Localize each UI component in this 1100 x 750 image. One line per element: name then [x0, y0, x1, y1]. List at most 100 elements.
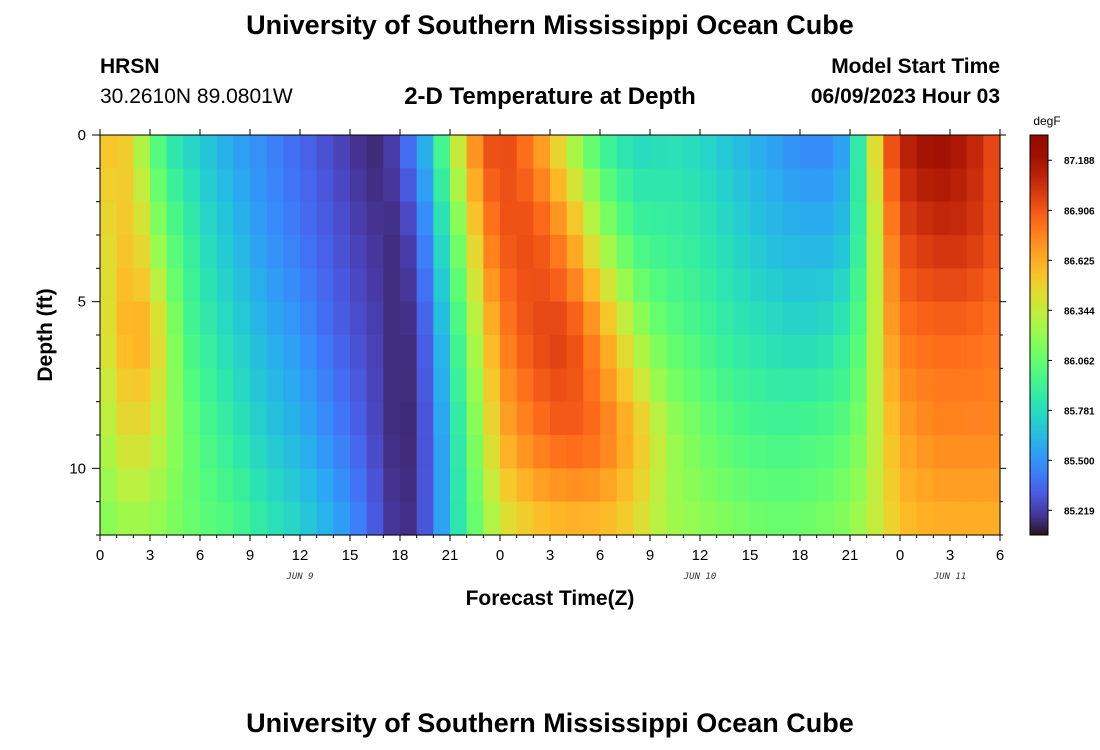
heatmap-cell — [150, 501, 168, 536]
heatmap-cell — [600, 435, 618, 469]
heatmap-cell — [666, 401, 684, 436]
heatmap-cell — [166, 235, 184, 269]
heatmap-cell — [216, 401, 234, 436]
heatmap-cell — [933, 268, 951, 303]
heatmap-cell — [750, 501, 768, 536]
heatmap-cell — [166, 468, 184, 503]
heatmap-cell — [166, 301, 184, 336]
heatmap-cell — [933, 401, 951, 436]
heatmap-cell — [983, 401, 1001, 436]
x-tick-label: 21 — [842, 547, 859, 564]
heatmap-cell — [866, 201, 884, 236]
heatmap-cell — [516, 135, 534, 169]
heatmap-cell — [250, 201, 268, 236]
heatmap-cell — [200, 401, 218, 436]
colorbar-tick-label: 86.906 — [1064, 206, 1095, 217]
heatmap-cell — [883, 468, 901, 503]
heatmap-cell — [250, 401, 268, 436]
heatmap-cell — [966, 168, 984, 203]
heatmap-cell — [383, 201, 401, 236]
heatmap-cell — [433, 301, 451, 336]
heatmap-cell — [966, 135, 984, 169]
heatmap-cell — [850, 368, 868, 403]
heatmap-cell — [616, 301, 634, 336]
heatmap-cell — [733, 468, 751, 503]
heatmap-cell — [683, 135, 701, 169]
heatmap-cell — [133, 435, 151, 469]
heatmap-cell — [233, 501, 251, 536]
heatmap-cell — [416, 268, 434, 303]
heatmap-cell — [366, 168, 384, 203]
heatmap-cell — [783, 468, 801, 503]
colorbar-tick-label: 85.500 — [1064, 456, 1095, 467]
colorbar-tick-label: 86.625 — [1064, 256, 1095, 267]
heatmap-cell — [783, 135, 801, 169]
heatmap-cell — [100, 401, 118, 436]
heatmap-cell — [983, 235, 1001, 269]
heatmap-cell — [966, 368, 984, 403]
heatmap-cell — [316, 168, 334, 203]
heatmap-cell — [466, 368, 484, 403]
heatmap-cell — [600, 235, 618, 269]
heatmap-cell — [300, 135, 318, 169]
heatmap-cell — [716, 401, 734, 436]
heatmap-cell — [483, 368, 501, 403]
heatmap-cell — [616, 235, 634, 269]
heatmap-cell — [966, 401, 984, 436]
heatmap-cell — [533, 501, 551, 536]
heatmap-cell — [866, 168, 884, 203]
heatmap-cell — [250, 168, 268, 203]
heatmap-cell — [800, 235, 818, 269]
heatmap-cell — [616, 435, 634, 469]
heatmap-cell — [950, 201, 968, 236]
colorbar-tick-label: 85.781 — [1064, 406, 1095, 417]
heatmap-cell — [483, 335, 501, 369]
heatmap-cell — [466, 235, 484, 269]
heatmap-cell — [583, 368, 601, 403]
heatmap-cell — [700, 468, 718, 503]
chart-subtitle: 2-D Temperature at Depth — [404, 83, 696, 110]
heatmap-cell — [450, 235, 468, 269]
heatmap-cell — [150, 135, 168, 169]
heatmap-cell — [166, 501, 184, 536]
x-tick-label: 3 — [946, 547, 954, 564]
heatmap-cell — [183, 201, 201, 236]
heatmap-cell — [533, 435, 551, 469]
heatmap-cell — [750, 268, 768, 303]
heatmap-cell — [166, 201, 184, 236]
heatmap-cell — [916, 401, 934, 436]
colorbar-tick-label: 85.219 — [1064, 506, 1095, 517]
heatmap-cell — [716, 135, 734, 169]
x-tick-label: 9 — [646, 547, 654, 564]
heatmap-cell — [716, 201, 734, 236]
heatmap-cell — [583, 201, 601, 236]
heatmap-cell — [750, 235, 768, 269]
heatmap-cell — [500, 235, 518, 269]
heatmap-cell — [533, 135, 551, 169]
heatmap-cell — [350, 168, 368, 203]
heatmap-cell — [516, 301, 534, 336]
heatmap-cell — [100, 135, 118, 169]
heatmap-cell — [116, 401, 134, 436]
heatmap-cell — [616, 335, 634, 369]
heatmap-cell — [233, 368, 251, 403]
heatmap-cell — [300, 201, 318, 236]
heatmap-cell — [200, 501, 218, 536]
heatmap-cell — [950, 301, 968, 336]
heatmap-cell — [383, 168, 401, 203]
heatmap-cell — [450, 335, 468, 369]
heatmap-cell — [766, 335, 784, 369]
heatmap-cell — [100, 435, 118, 469]
heatmap-cell — [350, 268, 368, 303]
heatmap-cell — [350, 401, 368, 436]
heatmap-cell — [533, 335, 551, 369]
heatmap-cell — [533, 401, 551, 436]
heatmap-cell — [900, 301, 918, 336]
heatmap-cell — [800, 501, 818, 536]
heatmap-cell — [733, 401, 751, 436]
heatmap-cell — [583, 268, 601, 303]
heatmap-cell — [816, 435, 834, 469]
x-tick-label: 15 — [742, 547, 759, 564]
heatmap-cell — [250, 335, 268, 369]
heatmap-cell — [850, 335, 868, 369]
